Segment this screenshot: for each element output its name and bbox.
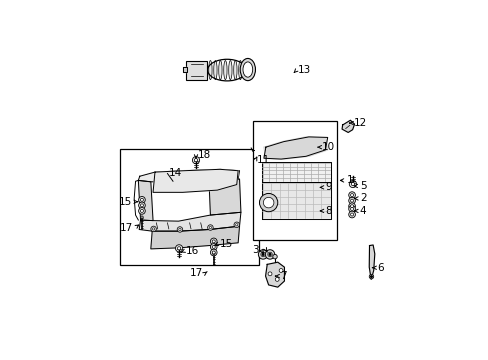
Circle shape	[179, 228, 181, 231]
Circle shape	[258, 250, 267, 259]
Circle shape	[265, 250, 274, 259]
Circle shape	[348, 197, 355, 204]
Ellipse shape	[228, 60, 232, 80]
Circle shape	[233, 222, 239, 228]
Text: 15: 15	[219, 239, 232, 249]
Polygon shape	[261, 162, 330, 182]
Text: 1: 1	[346, 175, 352, 185]
Bar	[120, 149, 259, 265]
Polygon shape	[368, 245, 374, 279]
Circle shape	[267, 252, 272, 257]
Circle shape	[140, 210, 143, 212]
Text: 4: 4	[359, 206, 366, 216]
Ellipse shape	[213, 60, 217, 80]
Circle shape	[210, 249, 217, 256]
Text: 9: 9	[324, 183, 331, 192]
Circle shape	[140, 198, 143, 201]
Circle shape	[350, 213, 353, 216]
Circle shape	[235, 224, 237, 226]
Text: 2: 2	[359, 193, 366, 203]
Circle shape	[140, 216, 143, 219]
Text: 6: 6	[376, 263, 383, 273]
Text: 7: 7	[280, 271, 286, 281]
Polygon shape	[138, 169, 239, 182]
Text: 10: 10	[322, 142, 335, 152]
Circle shape	[152, 228, 154, 230]
Circle shape	[272, 255, 277, 259]
Circle shape	[262, 253, 264, 255]
Circle shape	[177, 247, 181, 250]
Polygon shape	[264, 137, 327, 159]
Circle shape	[138, 197, 145, 203]
Ellipse shape	[243, 62, 252, 77]
Polygon shape	[139, 212, 241, 231]
Circle shape	[140, 204, 143, 207]
Text: 11: 11	[257, 155, 270, 165]
Circle shape	[350, 207, 353, 211]
Circle shape	[279, 269, 283, 273]
Circle shape	[350, 194, 353, 197]
Circle shape	[348, 203, 355, 210]
Polygon shape	[264, 137, 327, 159]
Circle shape	[350, 183, 354, 186]
Ellipse shape	[238, 60, 242, 80]
Polygon shape	[183, 67, 186, 72]
Circle shape	[138, 202, 145, 209]
Text: 15: 15	[119, 197, 132, 207]
Circle shape	[212, 251, 215, 254]
Circle shape	[207, 225, 213, 230]
Text: 13: 13	[297, 66, 311, 75]
Circle shape	[275, 278, 279, 281]
Text: 8: 8	[324, 206, 331, 216]
Circle shape	[348, 192, 355, 198]
Text: 16: 16	[185, 246, 199, 256]
Circle shape	[260, 252, 265, 257]
Polygon shape	[153, 169, 238, 192]
Circle shape	[210, 244, 217, 250]
Polygon shape	[138, 180, 153, 221]
Circle shape	[350, 199, 353, 202]
Circle shape	[212, 246, 215, 248]
Text: 3: 3	[252, 245, 259, 255]
Circle shape	[348, 180, 356, 188]
Polygon shape	[265, 262, 284, 287]
Circle shape	[348, 206, 355, 212]
Ellipse shape	[233, 60, 237, 80]
Ellipse shape	[240, 58, 255, 81]
Circle shape	[368, 274, 373, 279]
Circle shape	[370, 276, 371, 278]
Text: 17: 17	[119, 222, 133, 233]
Circle shape	[175, 245, 183, 252]
Ellipse shape	[208, 60, 212, 80]
Text: 12: 12	[354, 118, 367, 128]
Text: 14: 14	[169, 168, 182, 179]
Text: 5: 5	[359, 181, 366, 191]
Circle shape	[212, 252, 215, 255]
Circle shape	[259, 193, 277, 212]
Polygon shape	[208, 179, 241, 215]
Ellipse shape	[218, 60, 222, 80]
Circle shape	[192, 157, 199, 164]
Circle shape	[209, 226, 211, 229]
Circle shape	[194, 158, 197, 162]
Bar	[253, 121, 336, 240]
Polygon shape	[342, 120, 354, 132]
Circle shape	[348, 211, 355, 218]
Polygon shape	[150, 226, 239, 249]
Text: 17: 17	[189, 268, 202, 278]
Ellipse shape	[224, 60, 226, 80]
Circle shape	[177, 227, 183, 232]
Circle shape	[212, 240, 215, 243]
Circle shape	[210, 238, 217, 245]
Circle shape	[150, 226, 156, 232]
Circle shape	[350, 205, 353, 208]
FancyBboxPatch shape	[186, 61, 207, 80]
Text: 18: 18	[197, 150, 210, 159]
Circle shape	[268, 253, 270, 255]
Polygon shape	[261, 182, 330, 219]
Circle shape	[263, 197, 273, 208]
Circle shape	[138, 208, 145, 214]
Circle shape	[267, 272, 271, 276]
